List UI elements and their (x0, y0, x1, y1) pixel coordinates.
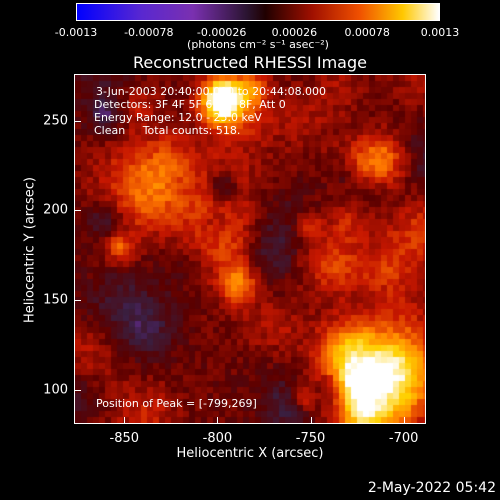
x-axis-label: Heliocentric X (arcsec) (176, 446, 324, 461)
heatmap-image (75, 75, 425, 423)
colorbar-tick-label: 0.00026 (271, 26, 318, 39)
x-tick-mark (310, 417, 312, 424)
y-tick-mark (74, 389, 81, 391)
x-tick-label: -800 (202, 431, 233, 446)
x-tick-mark (217, 417, 219, 424)
colorbar-tick-label: 0.00078 (344, 26, 390, 39)
y-tick-mark (74, 210, 81, 212)
y-tick-label: 200 (43, 202, 68, 218)
y-tick-mark (74, 120, 81, 122)
x-tick-label: -850 (109, 431, 140, 446)
footer-timestamp: 2-May-2022 05:42 (367, 480, 496, 496)
y-tick-label: 250 (43, 113, 68, 129)
colorbar (76, 3, 440, 21)
annotation-time: 3-Jun-2003 20:40:00.000 to 20:44:08.000 (96, 85, 327, 98)
x-tick-mark (403, 417, 405, 424)
y-tick-mark (74, 300, 81, 302)
y-tick-label: 100 (43, 382, 68, 398)
colorbar-tick-label: -0.0013 (54, 26, 98, 39)
y-tick-label: 150 (43, 292, 68, 308)
colorbar-tick-label: -0.00026 (196, 26, 247, 39)
annotation-energy: Energy Range: 12.0 - 25.0 keV (94, 111, 262, 124)
x-tick-label: -750 (295, 431, 326, 446)
chart-title: Reconstructed RHESSI Image (133, 53, 367, 72)
colorbar-tick-label: 0.0013 (420, 26, 460, 39)
colorbar-tick-label: -0.00078 (124, 26, 174, 39)
x-tick-mark (124, 417, 126, 424)
annotation-clean: Clean Total counts: 518. (94, 124, 241, 137)
annotation-detectors: Detectors: 3F 4F 5F 6F 7F 8F, Att 0 (94, 98, 286, 111)
plot-area (74, 74, 426, 424)
annotation-peak: Position of Peak = [-799,269] (96, 397, 257, 410)
y-axis-label: Heliocentric Y (arcsec) (22, 177, 38, 323)
x-tick-label: -700 (388, 431, 419, 446)
colorbar-units: (photons cm⁻² s⁻¹ asec⁻²) (187, 38, 329, 51)
